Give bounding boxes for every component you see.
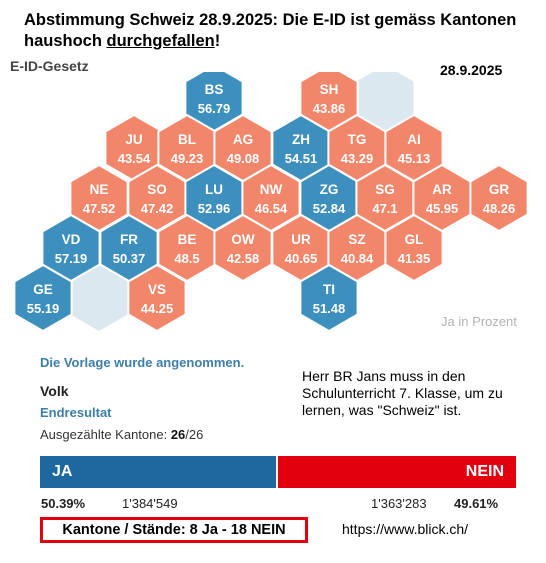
canton-code: AI [407,132,421,147]
canton-code: BS [205,82,224,97]
canton-code: VS [148,282,166,297]
canton-value: 43.54 [118,151,151,166]
canton-hex [469,163,529,233]
canton-ge: GE 55.19 [13,263,73,333]
canton-sg: SG 47.1 [355,163,415,233]
date-label: 28.9.2025 [440,62,503,78]
canton-value: 52.96 [198,201,231,216]
empty-hex [70,265,128,331]
canton-code: AG [233,132,253,147]
canton-code: UR [291,232,311,247]
canton-ti: TI 51.48 [299,263,359,333]
canton-code: OW [231,232,255,247]
canton-value: 43.29 [341,151,374,166]
source-link[interactable]: https://www.blick.ch/ [342,521,469,537]
canton-code: AR [432,182,452,197]
canton-value: 43.86 [313,101,346,116]
comment-text: Herr BR Jans muss in den Schulunterricht… [302,368,503,418]
canton-value: 47.1 [372,201,397,216]
counted-cantons: Ausgezählte Kantone: 26/26 [40,427,204,442]
canton-bl: BL 49.23 [157,113,217,183]
ja-percent: 50.39% [41,496,86,511]
canton-code: ZH [292,132,310,147]
canton-hex [299,263,359,333]
canton-code: NW [260,182,283,197]
canton-gl: GL 41.35 [384,213,444,283]
canton-hex-map: BS 56.79 SH 43.86 JU 43.54 BL 49.23 AG 49.08 ZH 54.… [13,72,529,333]
canton-value: 50.37 [113,251,146,266]
canton-value: 57.19 [55,251,88,266]
canton-sz: SZ 40.84 [327,213,387,283]
canton-vd: VD 57.19 [41,213,101,283]
empty-hex [356,72,414,131]
law-label: E-ID-Gesetz [10,58,89,74]
canton-code: GE [33,282,53,297]
canton-value: 40.65 [285,251,318,266]
canton-code: VD [62,232,81,247]
canton-code: FR [120,232,138,247]
canton-value: 45.13 [398,151,431,166]
canton-code: SZ [348,232,365,247]
headline-underlined: durchgefallen [106,32,215,50]
canton-value: 46.54 [255,201,288,216]
canton-code: GL [405,232,424,247]
canton-code: ZG [320,182,339,197]
canton-code: SG [375,182,395,197]
staende-box: Kantone / Stände: 8 Ja - 18 NEIN [40,517,308,543]
ja-votes: 1'384'549 [122,496,178,511]
canton-value: 54.51 [285,151,318,166]
canton-hex [13,263,73,333]
canton-bs: BS 56.79 [184,72,244,133]
canton-code: NE [90,182,109,197]
canton-value: 49.23 [171,151,204,166]
canton-value: 47.52 [83,201,116,216]
unit-label: Ja in Prozent [441,314,517,329]
canton-code: BL [178,132,196,147]
canton-code: JU [125,132,142,147]
canton-value: 42.58 [227,251,260,266]
canton-ow: OW 42.58 [213,213,273,283]
canton-hex [384,213,444,283]
canton-value: 48.26 [483,201,516,216]
canton-be: BE 48.5 [157,213,217,283]
canton-code: GR [489,182,510,197]
headline: Abstimmung Schweiz 28.9.2025: Die E-ID i… [24,11,517,50]
canton-zg: ZG 52.84 [299,163,359,233]
canton-value: 55.19 [27,301,60,316]
canton-so: SO 47.42 [127,163,187,233]
canton-value: 56.79 [198,101,231,116]
canton-value: 41.35 [398,251,431,266]
canton-ar: AR 45.95 [412,163,472,233]
canton-hex [127,263,187,333]
canton-value: 48.5 [174,251,199,266]
canton-ju: JU 43.54 [104,113,164,183]
canton-value: 51.48 [313,301,346,316]
canton-code: SH [320,82,339,97]
canton-vs: VS 44.25 [127,263,187,333]
nein-votes: 1'363'283 [371,496,427,511]
canton-code: SO [147,182,167,197]
canton-ne: NE 47.52 [69,163,129,233]
nein-percent: 49.61% [454,496,499,511]
canton-code: LU [205,182,223,197]
canton-value: 44.25 [141,301,174,316]
canton-value: 40.84 [341,251,374,266]
canton-value: 45.95 [426,201,459,216]
endresultat-label: Endresultat [40,405,112,420]
canton-code: TG [348,132,367,147]
verdict-text: Die Vorlage wurde angenommen. [40,355,245,370]
canton-code: TI [323,282,335,297]
volk-label: Volk [40,383,69,399]
canton-gr: GR 48.26 [469,163,529,233]
canton-value: 47.42 [141,201,174,216]
nein-bar: NEIN [278,456,516,488]
ja-bar: JA [40,456,276,488]
canton-code: BE [178,232,197,247]
canton-ai: AI 45.13 [384,113,444,183]
canton-value: 52.84 [313,201,346,216]
canton-value: 49.08 [227,151,260,166]
